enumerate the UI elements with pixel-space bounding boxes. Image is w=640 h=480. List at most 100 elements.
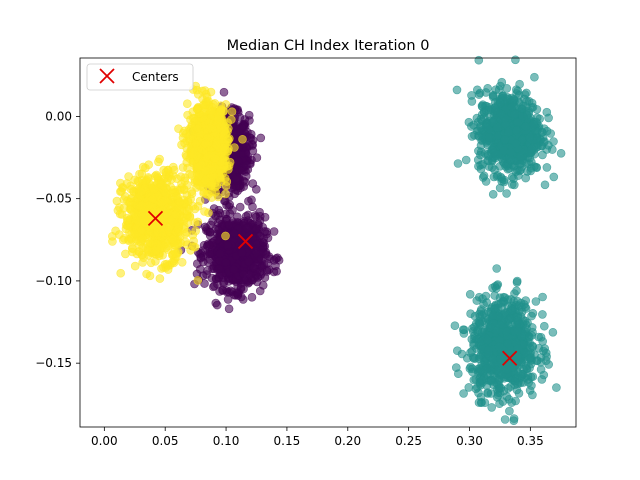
data-point (513, 344, 523, 353)
data-point (191, 139, 200, 148)
data-point (130, 228, 139, 238)
data-point (113, 206, 123, 215)
data-point (512, 89, 521, 98)
data-point (504, 394, 514, 404)
data-point (244, 196, 253, 206)
data-point (453, 159, 463, 168)
data-point (506, 155, 516, 164)
data-point (552, 383, 561, 392)
y-tick-label: 0.00 (45, 109, 72, 123)
data-point (239, 269, 248, 279)
data-point (163, 265, 173, 274)
data-point (255, 286, 265, 296)
data-point (487, 403, 497, 412)
data-point (556, 149, 566, 158)
data-point (149, 185, 159, 194)
data-point (205, 240, 214, 250)
data-point (521, 348, 531, 358)
data-point (201, 175, 210, 185)
data-point (116, 268, 125, 278)
data-point (174, 227, 184, 237)
data-point (177, 257, 187, 267)
x-tick-label: 0.15 (274, 434, 301, 448)
data-point (483, 388, 492, 397)
data-point (502, 365, 512, 374)
data-point (539, 321, 549, 331)
data-point (192, 151, 202, 161)
data-point (233, 156, 243, 166)
data-point (525, 133, 535, 142)
data-point (453, 369, 463, 379)
x-tick-label: 0.30 (456, 434, 483, 448)
data-point (242, 161, 251, 170)
data-point (507, 180, 517, 189)
data-point (474, 398, 484, 407)
data-point (536, 365, 546, 374)
data-point (193, 276, 203, 285)
data-point (239, 182, 248, 191)
data-point (194, 162, 203, 172)
data-point (256, 133, 266, 143)
data-point (261, 250, 271, 259)
data-point (178, 133, 188, 143)
data-point (155, 274, 165, 283)
data-point (486, 376, 496, 386)
data-point (544, 360, 554, 369)
data-point (452, 85, 462, 95)
data-point (536, 353, 546, 362)
data-point (190, 114, 199, 123)
data-point (529, 162, 539, 171)
data-point (163, 245, 172, 254)
data-point (494, 384, 504, 393)
data-point (182, 240, 192, 249)
data-point (203, 266, 212, 275)
data-point (143, 239, 152, 249)
data-point (151, 256, 160, 266)
data-point (212, 300, 222, 310)
data-point (477, 327, 487, 337)
data-point (521, 122, 531, 131)
data-point (242, 223, 252, 233)
data-point (512, 126, 521, 135)
data-point (492, 264, 502, 273)
data-point (465, 364, 475, 373)
data-point (223, 241, 233, 250)
y-tick-label: −0.10 (35, 274, 72, 288)
data-point (540, 180, 550, 190)
data-point (224, 220, 233, 230)
legend-entry-centers: Centers (132, 70, 179, 84)
data-point (210, 281, 219, 291)
data-point (516, 369, 526, 379)
data-point (474, 146, 483, 156)
data-point (235, 202, 245, 212)
data-point (537, 375, 547, 384)
data-point (206, 106, 216, 116)
data-point (542, 126, 552, 136)
data-point (488, 190, 498, 199)
data-point (481, 122, 491, 132)
data-point (134, 247, 144, 256)
data-point (475, 319, 484, 329)
data-point (137, 226, 146, 235)
data-point (171, 210, 180, 219)
data-point (474, 132, 483, 141)
data-point (450, 321, 460, 331)
data-point (511, 55, 520, 65)
data-point (503, 339, 513, 349)
data-point (204, 258, 213, 267)
data-point (233, 212, 242, 222)
data-point (201, 139, 210, 148)
data-point (192, 85, 202, 95)
data-point (488, 354, 497, 364)
data-point (221, 231, 230, 241)
data-point (233, 289, 242, 299)
data-point (137, 187, 146, 196)
data-point (212, 140, 221, 150)
data-point (469, 375, 479, 385)
data-point (496, 358, 506, 368)
data-point (465, 289, 475, 299)
data-point (164, 225, 173, 235)
data-point (205, 249, 215, 259)
x-tick-label: 0.05 (152, 434, 179, 448)
data-point (188, 230, 198, 240)
